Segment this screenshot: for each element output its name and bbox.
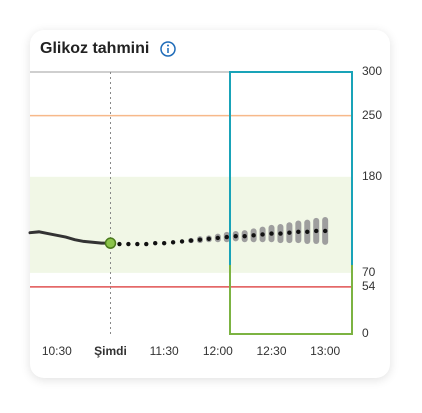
forecast-point bbox=[278, 231, 283, 236]
y-tick-label: 250 bbox=[362, 108, 382, 122]
y-tick-label: 180 bbox=[362, 169, 382, 183]
y-tick-label: 70 bbox=[362, 265, 376, 279]
forecast-point bbox=[322, 228, 328, 234]
x-tick-label: 12:30 bbox=[256, 344, 286, 358]
forecast-point bbox=[161, 240, 167, 246]
forecast-point bbox=[153, 240, 158, 246]
forecast-point bbox=[224, 234, 229, 240]
forecast-point bbox=[251, 233, 256, 238]
info-icon[interactable] bbox=[160, 41, 176, 57]
forecast-window bbox=[229, 71, 353, 335]
x-tick-label: 13:00 bbox=[310, 344, 340, 358]
forecast-point bbox=[170, 240, 176, 245]
chart-title: Glikoz tahmini bbox=[40, 40, 149, 57]
forecast-point bbox=[126, 241, 131, 247]
forecast-point bbox=[179, 239, 185, 244]
y-tick-label: 0 bbox=[362, 326, 369, 340]
y-tick-label: 54 bbox=[362, 279, 376, 293]
forecast-point bbox=[135, 241, 140, 247]
forecast-point bbox=[269, 231, 274, 236]
x-tick-label: 10:30 bbox=[42, 344, 72, 358]
x-tick-label: 11:30 bbox=[150, 344, 179, 358]
forecast-point bbox=[314, 228, 319, 234]
y-tick-label: 300 bbox=[362, 64, 382, 78]
history-line bbox=[28, 230, 112, 245]
current-marker bbox=[104, 237, 117, 249]
forecast-point bbox=[206, 236, 212, 242]
forecast-point bbox=[296, 229, 301, 235]
forecast-point bbox=[117, 241, 122, 247]
forecast-point bbox=[287, 230, 292, 235]
forecast-point bbox=[144, 241, 149, 247]
x-tick-label: Şimdi bbox=[94, 344, 127, 358]
x-tick-label: 12:00 bbox=[203, 344, 233, 358]
forecast-point bbox=[215, 235, 221, 241]
forecast-point bbox=[197, 237, 203, 242]
forecast-point bbox=[188, 238, 194, 243]
forecast-point bbox=[233, 233, 238, 239]
forecast-point bbox=[305, 229, 310, 235]
forecast-point bbox=[242, 233, 247, 239]
target-range bbox=[30, 176, 352, 273]
forecast-point bbox=[260, 232, 265, 237]
